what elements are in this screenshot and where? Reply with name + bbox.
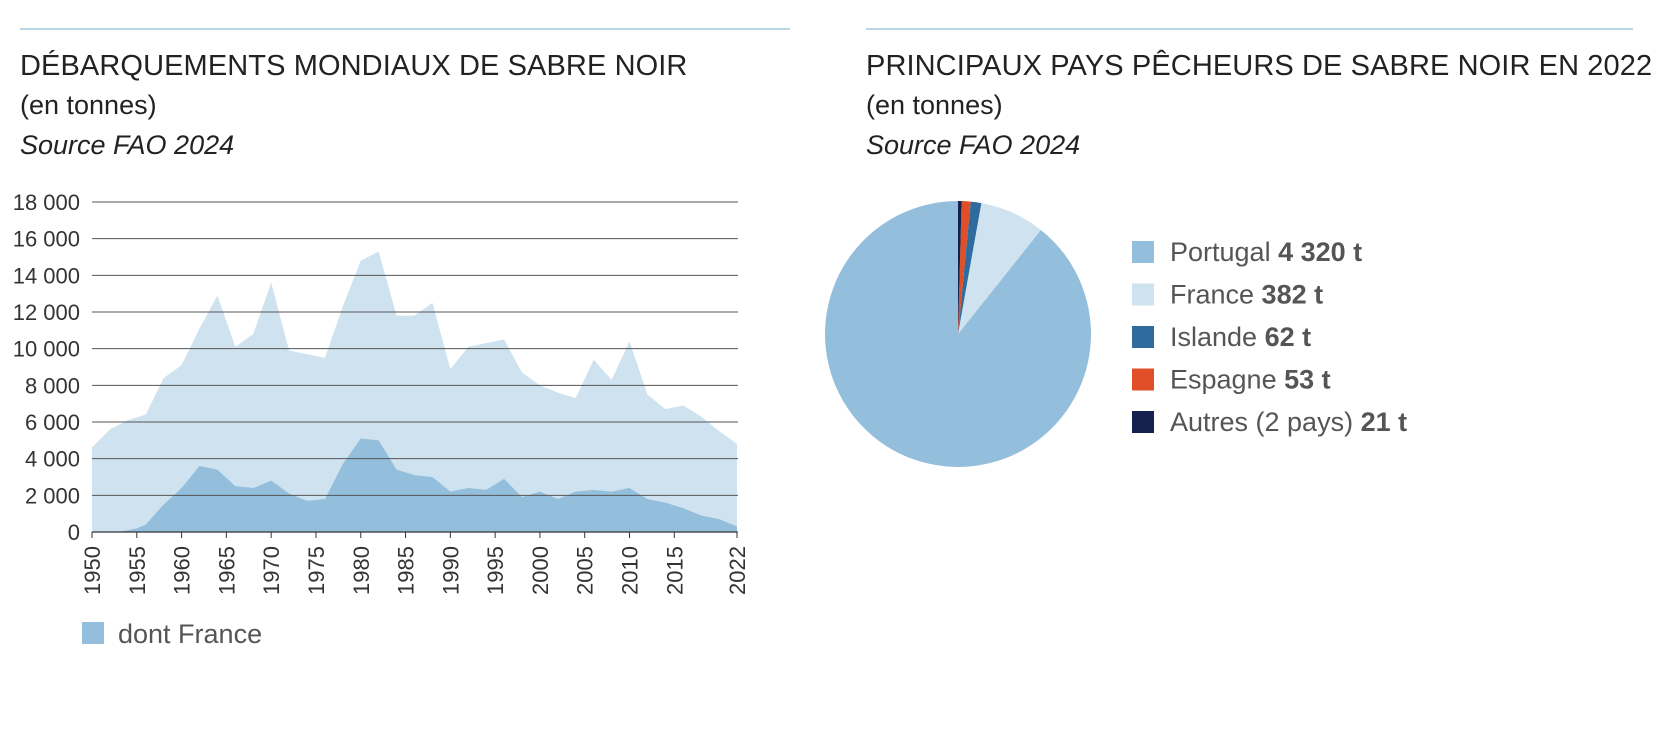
legend-value: 4 320 t [1278, 237, 1362, 267]
y-tick-label: 18 000 [13, 190, 80, 215]
chart-source: Source FAO 2024 [866, 130, 1081, 160]
y-tick-label: 6 000 [25, 410, 80, 435]
legend-swatch [1132, 241, 1154, 263]
y-tick-label: 8 000 [25, 373, 80, 398]
legend-country: France [1170, 280, 1262, 310]
y-tick-label: 10 000 [13, 337, 80, 362]
y-tick-label: 14 000 [13, 263, 80, 288]
legend-country: Autres (2 pays) [1170, 407, 1361, 437]
top-rule [866, 28, 1633, 30]
legend-value: 21 t [1361, 407, 1408, 437]
x-tick-label: 1985 [394, 546, 419, 595]
y-tick-label: 12 000 [13, 300, 80, 325]
pie-slice [958, 201, 971, 334]
x-tick-label: 2015 [662, 546, 687, 595]
x-tick-label: 2010 [618, 546, 643, 595]
x-tick-label: 1950 [80, 546, 105, 595]
x-tick-label: 1960 [170, 546, 195, 595]
pie-slice [958, 201, 962, 334]
x-tick-label: 2005 [573, 546, 598, 595]
chart-subtitle: (en tonnes) [866, 90, 1003, 120]
legend-entry: Espagne 53 t [1170, 365, 1331, 395]
pie-slice [958, 201, 982, 334]
x-tick-label: 2022 [725, 546, 750, 595]
y-tick-label: 2 000 [25, 483, 80, 508]
legend-country: Islande [1170, 322, 1265, 352]
x-tick-label: 1990 [438, 546, 463, 595]
legend-value: 382 t [1262, 280, 1324, 310]
chart-subtitle: (en tonnes) [20, 90, 157, 120]
pie-slice [825, 201, 1091, 468]
legend-swatch [1132, 368, 1154, 391]
legend-label: dont France [118, 619, 262, 649]
x-tick-label: 2000 [528, 546, 553, 595]
legend-swatch [1132, 283, 1154, 306]
x-tick-label: 1995 [483, 546, 508, 595]
x-tick-label: 1975 [304, 546, 329, 595]
legend-country: Espagne [1170, 365, 1284, 395]
legend-country: Portugal [1170, 237, 1278, 267]
legend-swatch [82, 622, 104, 644]
legend-entry: France 382 t [1170, 280, 1323, 310]
chart-title: DÉBARQUEMENTS MONDIAUX DE SABRE NOIR [20, 50, 688, 82]
chart-title: PRINCIPAUX PAYS PÊCHEURS DE SABRE NOIR E… [866, 50, 1653, 82]
legend-entry: Portugal 4 320 t [1170, 237, 1362, 267]
pie-slice [958, 203, 1041, 334]
y-tick-label: 0 [68, 520, 80, 545]
x-tick-label: 1965 [214, 546, 239, 595]
x-tick-label: 1955 [125, 546, 150, 595]
legend-value: 53 t [1284, 365, 1331, 395]
france-landings-area [92, 438, 737, 532]
legend-value: 62 t [1265, 322, 1312, 352]
top-rule [20, 28, 790, 30]
x-tick-label: 1970 [259, 546, 284, 595]
legend-swatch [1132, 326, 1154, 348]
landings-area-chart: 0 2 000 4 000 6 000 8 000 10 000 12 000 14 000 1… [13, 190, 750, 649]
legend-entry: Islande 62 t [1170, 322, 1311, 352]
legend-swatch [1132, 411, 1154, 433]
legend-entry: Autres (2 pays) 21 t [1170, 407, 1407, 437]
total-landings-area [92, 251, 737, 532]
x-tick-label: 1980 [349, 546, 374, 595]
y-tick-label: 16 000 [13, 227, 80, 252]
chart-source: Source FAO 2024 [20, 130, 235, 160]
y-tick-label: 4 000 [25, 447, 80, 472]
